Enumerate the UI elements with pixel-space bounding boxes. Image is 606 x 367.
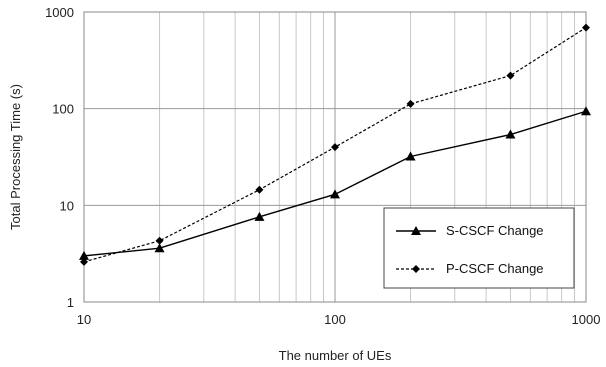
legend-marker-s-cscf [411,226,421,235]
y-tick-label: 100 [52,102,74,117]
series-layer [79,23,591,266]
data-point-diamond [255,185,264,194]
data-point-diamond [331,143,339,152]
x-tick-label: 1000 [572,312,601,327]
data-point-diamond [506,71,515,80]
legend-marker-p-cscf [412,265,420,273]
y-tick-label: 10 [60,198,74,213]
data-point-diamond [406,99,415,108]
data-point-triangle [330,189,340,199]
plot-area-border [83,11,587,303]
data-point-triangle [254,211,265,221]
data-point-diamond [80,257,88,266]
data-point-diamond [155,236,164,245]
legend-label-s-cscf: S-CSCF Change [446,223,544,238]
data-point-triangle [581,106,591,116]
data-point-diamond [582,23,590,32]
data-point-triangle [505,129,516,139]
legend: S-CSCF Change P-CSCF Change [383,207,575,289]
data-point-triangle [405,151,416,161]
y-tick-label: 1 [67,295,74,310]
legend-label-p-cscf: P-CSCF Change [446,261,544,276]
x-axis-title: The number of UEs [279,348,392,363]
y-tick-label: 1000 [45,5,74,20]
x-tick-label: 100 [324,312,346,327]
legend-box [383,207,575,289]
data-point-triangle [79,250,89,260]
data-point-triangle [154,243,165,253]
y-axis-title: Total Processing Time (s) [8,84,23,230]
x-tick-label: 10 [77,312,91,327]
